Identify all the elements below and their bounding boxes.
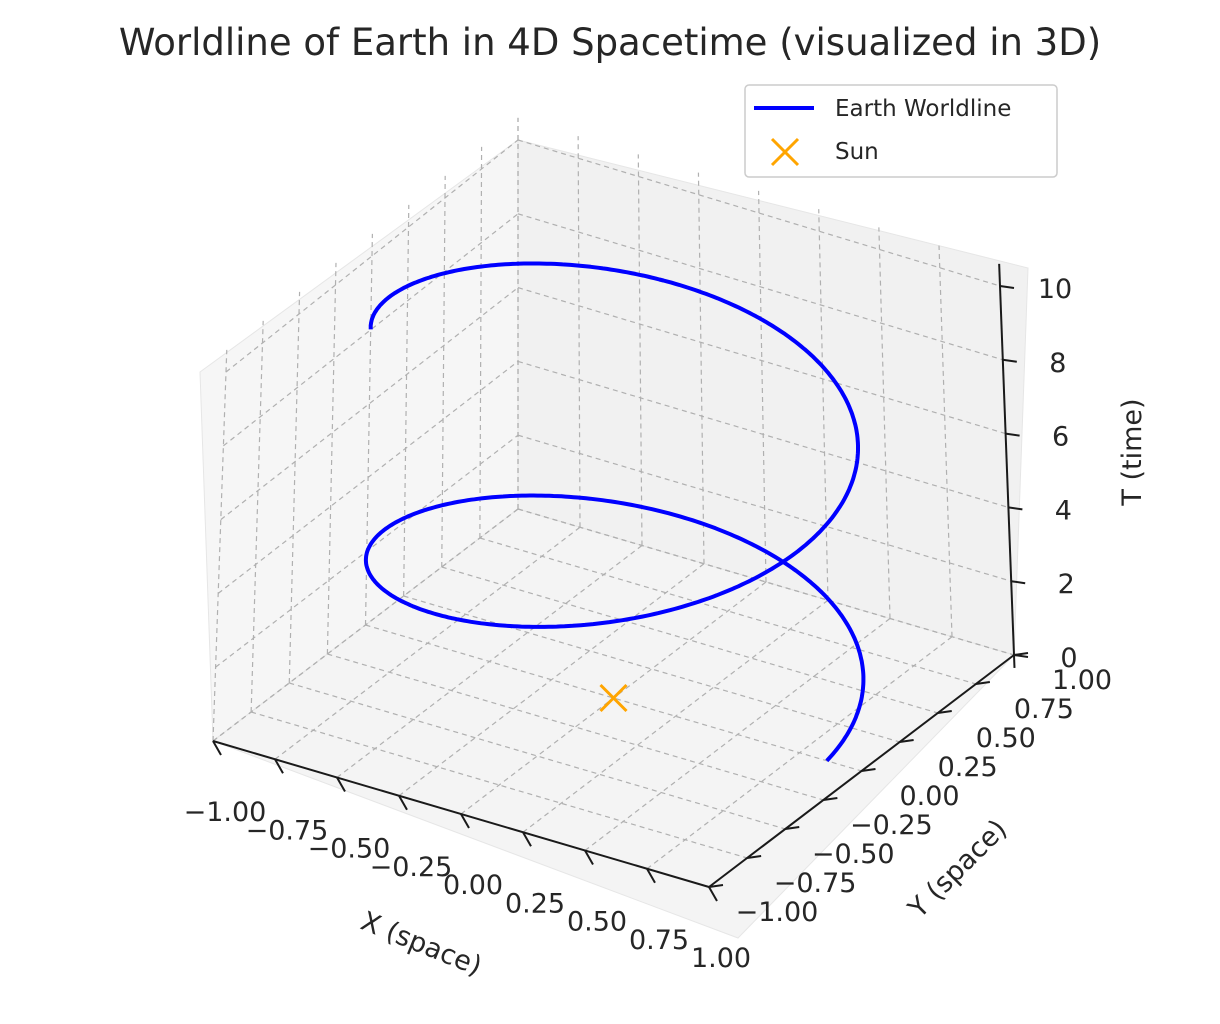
x-tick-mark	[708, 886, 718, 902]
x-tick-label: 0.50	[567, 907, 627, 938]
y-tick-mark	[899, 739, 914, 743]
x-tick-mark	[460, 813, 470, 829]
y-tick-label: −0.25	[850, 810, 933, 841]
wall-grid-y	[288, 291, 301, 684]
x-tick-mark	[398, 795, 408, 811]
x-tick-mark	[584, 850, 594, 865]
floor-grid-x	[584, 618, 891, 851]
x-tick-label: 0.00	[443, 870, 503, 901]
z-axis-line	[998, 263, 1016, 668]
z-tick-label: 4	[1055, 495, 1072, 526]
legend-label-earth-worldline: Earth Worldline	[835, 96, 1011, 122]
floor-grid-x	[646, 636, 953, 870]
x-axis-label: X (space)	[356, 906, 486, 982]
wall-grid-y	[441, 175, 446, 568]
wall-grid-z	[212, 508, 519, 742]
wall-grid-z	[225, 139, 519, 373]
wall-grid-x	[577, 136, 581, 528]
x-tick-label: −0.25	[370, 852, 453, 883]
x-tick-mark	[274, 758, 284, 774]
series-sun-marker	[599, 683, 628, 713]
y-tick-label: 1.00	[1052, 665, 1112, 696]
x-tick-mark	[336, 777, 346, 792]
wall-grid-y	[479, 146, 483, 539]
wall-grid-z	[517, 287, 1006, 435]
chart-title: Worldline of Earth in 4D Spacetime (visu…	[119, 21, 1101, 64]
z-tick-mark	[1008, 506, 1023, 511]
z-tick-label: 2	[1058, 569, 1075, 600]
wall-grid-z	[517, 213, 1003, 361]
y-tick-mark	[708, 884, 724, 888]
y-tick-labels: −1.00−0.75−0.50−0.250.000.250.500.751.00	[708, 652, 1112, 928]
series-earth-worldline	[363, 261, 866, 763]
y-tick-mark	[861, 768, 876, 772]
z-tick-mark	[1013, 654, 1029, 658]
x-tick-mark	[212, 740, 222, 756]
z-tick-mark	[1002, 358, 1017, 363]
wall-grid-x	[637, 154, 643, 546]
y-tick-mark	[937, 710, 952, 714]
sun-x-mark	[599, 683, 628, 713]
grid-lines	[212, 117, 1015, 888]
wall-grid-z	[217, 360, 519, 594]
floor-grid-x	[522, 599, 829, 833]
wall-grid-x	[818, 209, 829, 601]
wall-grid-z	[517, 139, 1001, 287]
z-tick-label: 0	[1060, 643, 1077, 674]
y-tick-label: 0.50	[976, 723, 1036, 754]
y-tick-label: −0.50	[812, 839, 895, 870]
z-tick-mark	[1005, 432, 1020, 437]
x-tick-label: 0.75	[629, 925, 689, 956]
wall-grid-y	[403, 204, 410, 597]
y-tick-label: 0.00	[899, 781, 959, 812]
x-tick-label: −1.00	[184, 797, 267, 828]
legend-x-marker-icon	[770, 137, 800, 167]
axes-panes	[199, 139, 1029, 939]
wall-grid-x	[878, 227, 891, 619]
z-tick-labels: 0 2 4 6 8 10	[999, 274, 1078, 674]
x-tick-label: 1.00	[691, 943, 751, 974]
y-tick-label: 0.25	[938, 752, 998, 783]
z-tick-label: 8	[1049, 348, 1066, 379]
x-tick-label: 0.25	[505, 888, 565, 919]
x-tick-mark	[646, 868, 656, 884]
y-tick-label: 0.75	[1014, 694, 1074, 725]
x-tick-label: −0.75	[246, 815, 329, 846]
z-tick-mark	[1011, 580, 1026, 585]
wall-grid-y	[212, 349, 228, 742]
y-tick-label: −0.75	[774, 868, 857, 899]
y-tick-mark	[975, 681, 991, 685]
wall-grid-x	[938, 245, 953, 637]
x-tick-labels: −1.00−0.75−0.50−0.250.000.250.500.751.00	[184, 740, 751, 974]
legend-label-sun: Sun	[835, 139, 879, 165]
z-tick-mark	[999, 285, 1015, 289]
wall-grid-z	[517, 360, 1009, 508]
legend: Earth Worldline Sun	[744, 84, 1058, 178]
y-tick-mark	[785, 826, 800, 830]
wall-grid-y	[250, 320, 264, 713]
z-tick-label: 10	[1038, 274, 1072, 305]
legend-box	[744, 84, 1058, 178]
y-tick-mark	[823, 797, 838, 801]
x-tick-label: −0.50	[308, 834, 391, 865]
z-axis-label: T (time)	[1117, 398, 1148, 506]
wall-grid-x	[697, 172, 705, 564]
y-tick-label: −1.00	[736, 897, 819, 928]
z-tick-label: 6	[1052, 422, 1069, 453]
y-tick-mark	[746, 855, 762, 859]
x-tick-mark	[522, 831, 532, 847]
wall-grid-x	[757, 190, 767, 583]
wall-grid-z	[517, 434, 1012, 582]
wall-grid-y	[326, 262, 337, 655]
